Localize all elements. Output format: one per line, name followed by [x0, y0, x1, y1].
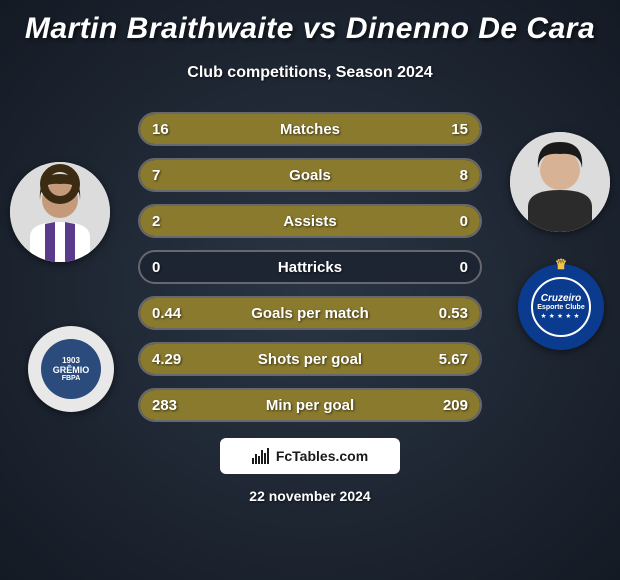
stat-row: 0.44Goals per match0.53: [138, 296, 482, 330]
stat-label: Min per goal: [140, 397, 480, 414]
stat-value-right: 209: [443, 397, 468, 414]
stars-icon: ⋆⋆⋆⋆⋆: [540, 311, 581, 322]
chart-icon: [252, 448, 270, 464]
stat-row: 0Hattricks0: [138, 250, 482, 284]
club-right-badge: ♛ Cruzeiro Esporte Clube ⋆⋆⋆⋆⋆: [518, 264, 604, 350]
stats-container: 16Matches157Goals82Assists00Hattricks00.…: [138, 112, 482, 422]
subtitle: Club competitions, Season 2024: [0, 64, 620, 82]
player-left-icon: [10, 162, 110, 262]
stat-label: Matches: [140, 121, 480, 138]
stat-value-right: 5.67: [439, 351, 468, 368]
stat-value-right: 0.53: [439, 305, 468, 322]
stat-row: 4.29Shots per goal5.67: [138, 342, 482, 376]
footer-date: 22 november 2024: [0, 488, 620, 504]
stat-row: 283Min per goal209: [138, 388, 482, 422]
stat-label: Goals per match: [140, 305, 480, 322]
page-title: Martin Braithwaite vs Dinenno De Cara: [0, 0, 620, 46]
club-left-year: 1903: [62, 356, 80, 365]
club-right-sub: Esporte Clube: [537, 304, 584, 311]
club-left-fbpa: FBPA: [62, 375, 81, 382]
club-right-inner: Cruzeiro Esporte Clube ⋆⋆⋆⋆⋆: [531, 277, 591, 337]
club-left-inner: 1903 GRÊMIO FBPA: [41, 339, 101, 399]
stat-label: Hattricks: [140, 259, 480, 276]
comparison-content: 1903 GRÊMIO FBPA ♛ Cruzeiro Esporte Club…: [0, 112, 620, 422]
stat-value-right: 8: [460, 167, 468, 184]
stat-value-right: 15: [451, 121, 468, 138]
stat-row: 16Matches15: [138, 112, 482, 146]
footer-logo: FcTables.com: [220, 438, 400, 474]
club-left-badge: 1903 GRÊMIO FBPA: [28, 326, 114, 412]
stat-label: Shots per goal: [140, 351, 480, 368]
player-right-icon: [510, 132, 610, 232]
stat-label: Assists: [140, 213, 480, 230]
stat-label: Goals: [140, 167, 480, 184]
crown-icon: ♛: [555, 256, 568, 273]
stat-row: 7Goals8: [138, 158, 482, 192]
stat-value-right: 0: [460, 213, 468, 230]
footer-site-label: FcTables.com: [276, 448, 368, 464]
player-right-avatar: [510, 132, 610, 232]
player-left-avatar: [10, 162, 110, 262]
stat-row: 2Assists0: [138, 204, 482, 238]
club-right-name: Cruzeiro: [541, 293, 582, 304]
club-left-name: GRÊMIO: [53, 365, 90, 375]
stat-value-right: 0: [460, 259, 468, 276]
